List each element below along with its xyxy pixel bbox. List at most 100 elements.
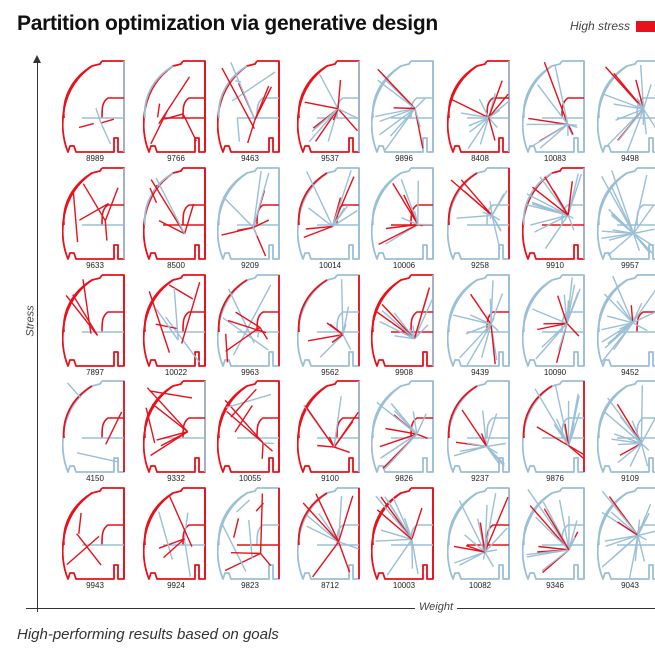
strut — [234, 405, 253, 433]
design-value-label: 10006 — [392, 261, 416, 270]
strut — [256, 204, 279, 226]
strut — [459, 445, 487, 452]
strut — [381, 310, 415, 340]
strut — [597, 65, 628, 119]
design-thumbnail: 9537 — [297, 58, 363, 164]
strut — [400, 179, 419, 225]
strut — [529, 505, 570, 551]
strut — [410, 311, 433, 333]
strut — [331, 334, 344, 344]
strut — [148, 291, 171, 353]
strut — [541, 549, 570, 572]
strut — [482, 410, 488, 447]
design-thumbnail: 8500 — [143, 165, 209, 271]
strut — [311, 108, 339, 132]
strut — [371, 274, 434, 367]
strut — [302, 502, 340, 543]
strut — [522, 487, 585, 580]
strut — [617, 442, 642, 446]
strut — [597, 279, 628, 333]
strut — [637, 519, 641, 536]
strut — [332, 204, 349, 227]
partition-drawing — [522, 487, 585, 580]
strut — [567, 124, 574, 135]
strut — [416, 433, 428, 439]
strut — [163, 538, 185, 559]
partition-drawing — [217, 380, 280, 473]
strut — [634, 535, 639, 562]
strut — [149, 390, 193, 399]
strut — [306, 514, 340, 543]
strut — [626, 108, 645, 152]
partition-drawing — [597, 487, 655, 580]
strut — [567, 395, 580, 446]
strut — [307, 207, 334, 227]
strut — [567, 173, 579, 216]
strut — [225, 333, 229, 363]
x-axis-line — [26, 608, 655, 609]
strut — [379, 320, 415, 340]
strut — [632, 322, 648, 332]
strut — [522, 167, 585, 260]
design-value-label: 9633 — [86, 261, 104, 270]
strut — [637, 535, 646, 562]
partition-drawing — [143, 167, 206, 260]
strut — [642, 109, 647, 135]
strut — [465, 323, 492, 335]
strut — [377, 68, 416, 109]
strut — [640, 385, 643, 444]
partition-drawing — [143, 380, 206, 473]
strut — [336, 97, 359, 119]
strut — [297, 167, 360, 260]
strut — [181, 282, 201, 344]
strut — [410, 417, 433, 439]
strut — [537, 84, 569, 125]
strut — [82, 183, 106, 222]
design-thumbnail: 9109 — [597, 378, 655, 484]
strut — [317, 444, 335, 448]
strut — [632, 174, 648, 234]
design-value-label: 8989 — [86, 154, 104, 163]
strut — [376, 401, 418, 435]
strut — [490, 293, 504, 325]
strut — [227, 319, 267, 334]
design-value-label: 9876 — [546, 474, 564, 483]
strut — [413, 287, 431, 339]
strut — [532, 186, 569, 216]
design-thumbnail: 10090 — [522, 272, 588, 378]
strut — [337, 541, 351, 573]
design-thumbnail: 10006 — [371, 165, 437, 271]
strut — [640, 417, 655, 444]
strut — [555, 418, 570, 446]
strut — [488, 93, 509, 119]
strut — [62, 274, 125, 367]
design-thumbnail: 10014 — [297, 165, 363, 271]
strut — [602, 410, 642, 444]
strut — [463, 190, 493, 216]
strut — [62, 385, 93, 439]
partition-drawing — [217, 487, 280, 580]
design-value-label: 10003 — [392, 581, 416, 590]
strut — [467, 442, 487, 448]
strut — [531, 203, 569, 216]
partition-drawing — [447, 60, 510, 153]
strut — [613, 103, 644, 110]
strut — [611, 170, 635, 234]
strut — [554, 65, 569, 125]
strut — [541, 322, 568, 348]
design-value-label: 9562 — [321, 368, 339, 377]
strut — [479, 117, 490, 145]
strut — [447, 60, 510, 153]
strut — [329, 323, 344, 336]
strut — [79, 202, 109, 221]
strut — [640, 442, 650, 451]
design-value-label: 10014 — [318, 261, 342, 270]
strut — [217, 167, 280, 260]
strut — [66, 535, 100, 566]
strut — [466, 323, 492, 366]
strut — [607, 232, 634, 256]
strut — [304, 405, 335, 448]
strut — [236, 117, 241, 142]
strut — [416, 413, 427, 435]
strut — [557, 295, 568, 324]
